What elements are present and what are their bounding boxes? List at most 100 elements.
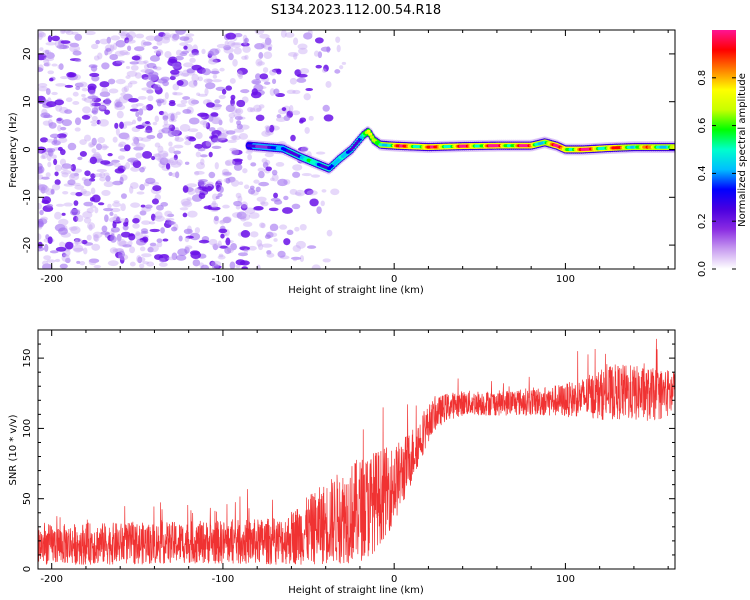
- noise-blob: [51, 154, 57, 159]
- noise-blob: [304, 126, 310, 134]
- noise-blob: [303, 93, 311, 101]
- noise-blob: [142, 151, 153, 159]
- noise-blob: [59, 263, 68, 269]
- noise-blob: [236, 67, 248, 75]
- noise-blob: [164, 92, 169, 100]
- noise-blob: [218, 228, 228, 234]
- noise-blob: [339, 65, 344, 70]
- noise-blob: [195, 151, 201, 158]
- noise-blob: [74, 238, 83, 245]
- noise-blob: [101, 189, 111, 197]
- noise-blob: [259, 33, 270, 39]
- noise-blob: [160, 227, 165, 234]
- noise-blob: [139, 246, 146, 252]
- noise-blob: [231, 42, 242, 46]
- noise-blob: [250, 162, 257, 167]
- noise-blob: [66, 72, 75, 78]
- noise-blob: [202, 121, 208, 128]
- noise-blob: [283, 195, 289, 201]
- noise-blob: [173, 154, 178, 161]
- noise-blob: [137, 256, 143, 264]
- noise-blob: [47, 35, 53, 43]
- noise-blob: [99, 91, 111, 98]
- noise-blob: [237, 252, 249, 257]
- noise-blob: [121, 87, 128, 93]
- noise-blob: [68, 165, 73, 170]
- noise-blob: [151, 155, 156, 161]
- noise-blob: [223, 45, 232, 51]
- noise-blob: [232, 159, 243, 166]
- noise-blob: [159, 157, 169, 166]
- noise-blob: [79, 139, 87, 145]
- noise-blob: [74, 58, 82, 63]
- noise-blob: [266, 250, 272, 255]
- noise-blob: [129, 182, 139, 190]
- noise-blob: [39, 137, 49, 143]
- noise-blob: [178, 235, 183, 242]
- noise-blob: [41, 176, 50, 180]
- noise-blob: [316, 206, 322, 214]
- noise-blob: [70, 209, 81, 216]
- noise-blob: [53, 137, 58, 145]
- noise-blob: [225, 130, 236, 135]
- noise-blob: [286, 229, 294, 236]
- noise-blob: [64, 30, 71, 34]
- noise-blob: [222, 204, 230, 209]
- noise-blob: [124, 51, 131, 56]
- noise-blob: [248, 188, 256, 195]
- noise-blob: [149, 55, 160, 62]
- noise-blob: [255, 73, 262, 81]
- noise-blob: [55, 104, 63, 112]
- noise-blob: [229, 261, 236, 269]
- colorbar-label: Normalized spectral amplitude: [737, 73, 748, 227]
- noise-blob: [269, 225, 275, 232]
- snr-y-label: SNR (10 * v/v): [8, 414, 19, 485]
- noise-blob: [292, 171, 301, 178]
- noise-blob: [212, 263, 219, 269]
- noise-blob: [57, 42, 64, 50]
- noise-blob: [54, 211, 62, 220]
- noise-blob: [159, 156, 167, 162]
- noise-blob: [128, 98, 139, 103]
- noise-blob: [99, 38, 109, 45]
- noise-blob: [110, 207, 121, 213]
- noise-blob: [264, 37, 272, 46]
- noise-blob: [60, 30, 66, 34]
- noise-blob: [153, 153, 163, 158]
- noise-blob: [320, 46, 331, 52]
- noise-blob: [154, 66, 162, 71]
- noise-blob: [188, 80, 198, 88]
- noise-blob: [54, 171, 59, 177]
- noise-blob: [258, 170, 265, 179]
- noise-blob: [165, 221, 176, 225]
- noise-blob: [93, 234, 99, 242]
- noise-blob: [60, 126, 67, 131]
- noise-blob: [94, 207, 99, 214]
- noise-blob: [170, 161, 182, 168]
- noise-blob: [109, 247, 118, 254]
- noise-blob: [254, 43, 265, 50]
- noise-blob: [179, 207, 189, 211]
- colorbar: 0.0 0.2 0.4 0.6 0.8 Normalized spectral ampl…: [697, 30, 748, 277]
- ridge-core: [368, 132, 373, 136]
- noise-blob: [152, 65, 158, 70]
- colorbar-ticks: 0.0 0.2 0.4 0.6 0.8: [697, 70, 736, 277]
- noise-blob: [55, 203, 65, 207]
- noise-blob: [60, 76, 69, 80]
- noise-blob: [122, 164, 127, 171]
- noise-blob: [115, 78, 126, 85]
- noise-blob: [208, 171, 216, 179]
- noise-blob: [226, 139, 237, 143]
- noise-blob: [175, 30, 186, 35]
- noise-blob: [295, 240, 306, 249]
- noise-blob: [72, 101, 80, 105]
- noise-blob: [164, 210, 173, 217]
- noise-blob: [304, 188, 314, 196]
- noise-blob: [59, 30, 66, 35]
- noise-blob: [194, 187, 200, 194]
- noise-blob: [38, 146, 47, 154]
- ridge-core: [369, 135, 374, 139]
- noise-blob: [271, 173, 279, 182]
- noise-blob: [208, 58, 218, 65]
- noise-blob: [320, 200, 325, 207]
